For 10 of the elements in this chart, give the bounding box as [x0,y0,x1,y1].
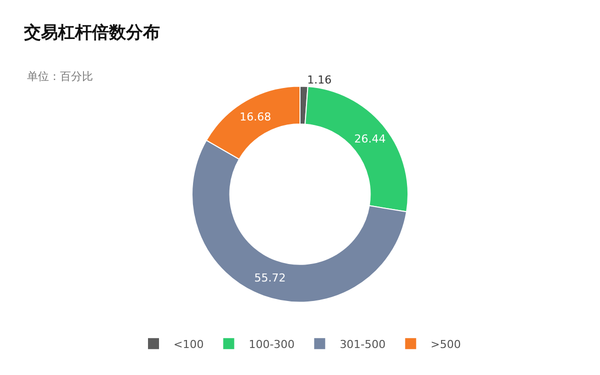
legend-label: 100-300 [248,338,295,351]
legend-label: <100 [174,338,204,351]
text: 单位：百分比 [27,70,93,83]
chart-title: 交易杠杆倍数分布 [23,23,160,44]
data-label: 26.44 [354,132,386,146]
legend-label: >500 [430,338,461,351]
data-label: 16.68 [240,110,272,124]
data-label: 55.72 [254,272,286,285]
data-label: 1.16 [307,73,332,86]
legend-label: 301-500 [340,338,386,351]
